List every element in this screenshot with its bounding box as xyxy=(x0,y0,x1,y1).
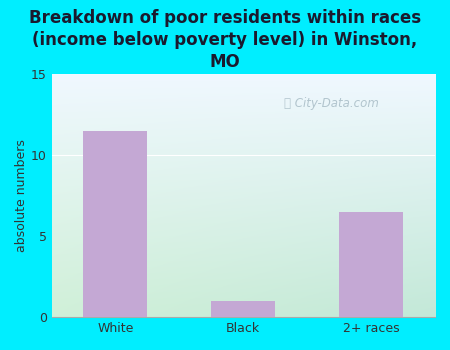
Text: ⓘ City-Data.com: ⓘ City-Data.com xyxy=(284,97,379,110)
Bar xyxy=(339,212,403,317)
Bar xyxy=(83,131,148,317)
Text: Breakdown of poor residents within races
(income below poverty level) in Winston: Breakdown of poor residents within races… xyxy=(29,9,421,71)
Y-axis label: absolute numbers: absolute numbers xyxy=(15,139,28,252)
Bar xyxy=(212,301,275,317)
